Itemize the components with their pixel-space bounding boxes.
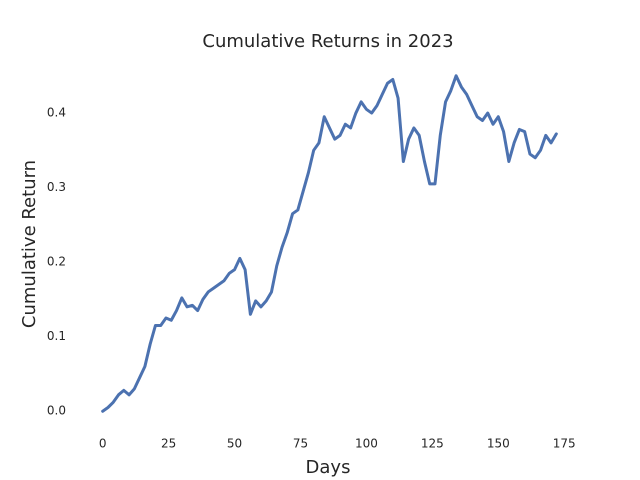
x-tick-label: 50 [227, 437, 242, 451]
y-tick-label: 0.4 [47, 106, 66, 120]
x-tick-label: 150 [487, 437, 510, 451]
x-tick-label: 100 [355, 437, 378, 451]
x-tick-label: 175 [553, 437, 576, 451]
y-tick-label: 0.3 [47, 180, 66, 194]
y-tick-label: 0.2 [47, 255, 66, 269]
y-tick-label: 0.1 [47, 329, 66, 343]
y-tick-label: 0.0 [47, 404, 66, 418]
x-tick-label: 25 [161, 437, 176, 451]
x-axis-label: Days [306, 457, 351, 478]
x-tick-label: 125 [421, 437, 444, 451]
x-tick-label: 0 [99, 437, 107, 451]
x-tick-label: 75 [293, 437, 308, 451]
line-series [101, 74, 558, 413]
y-axis-label: Cumulative Return [19, 160, 40, 328]
chart-title: Cumulative Returns in 2023 [202, 31, 453, 52]
